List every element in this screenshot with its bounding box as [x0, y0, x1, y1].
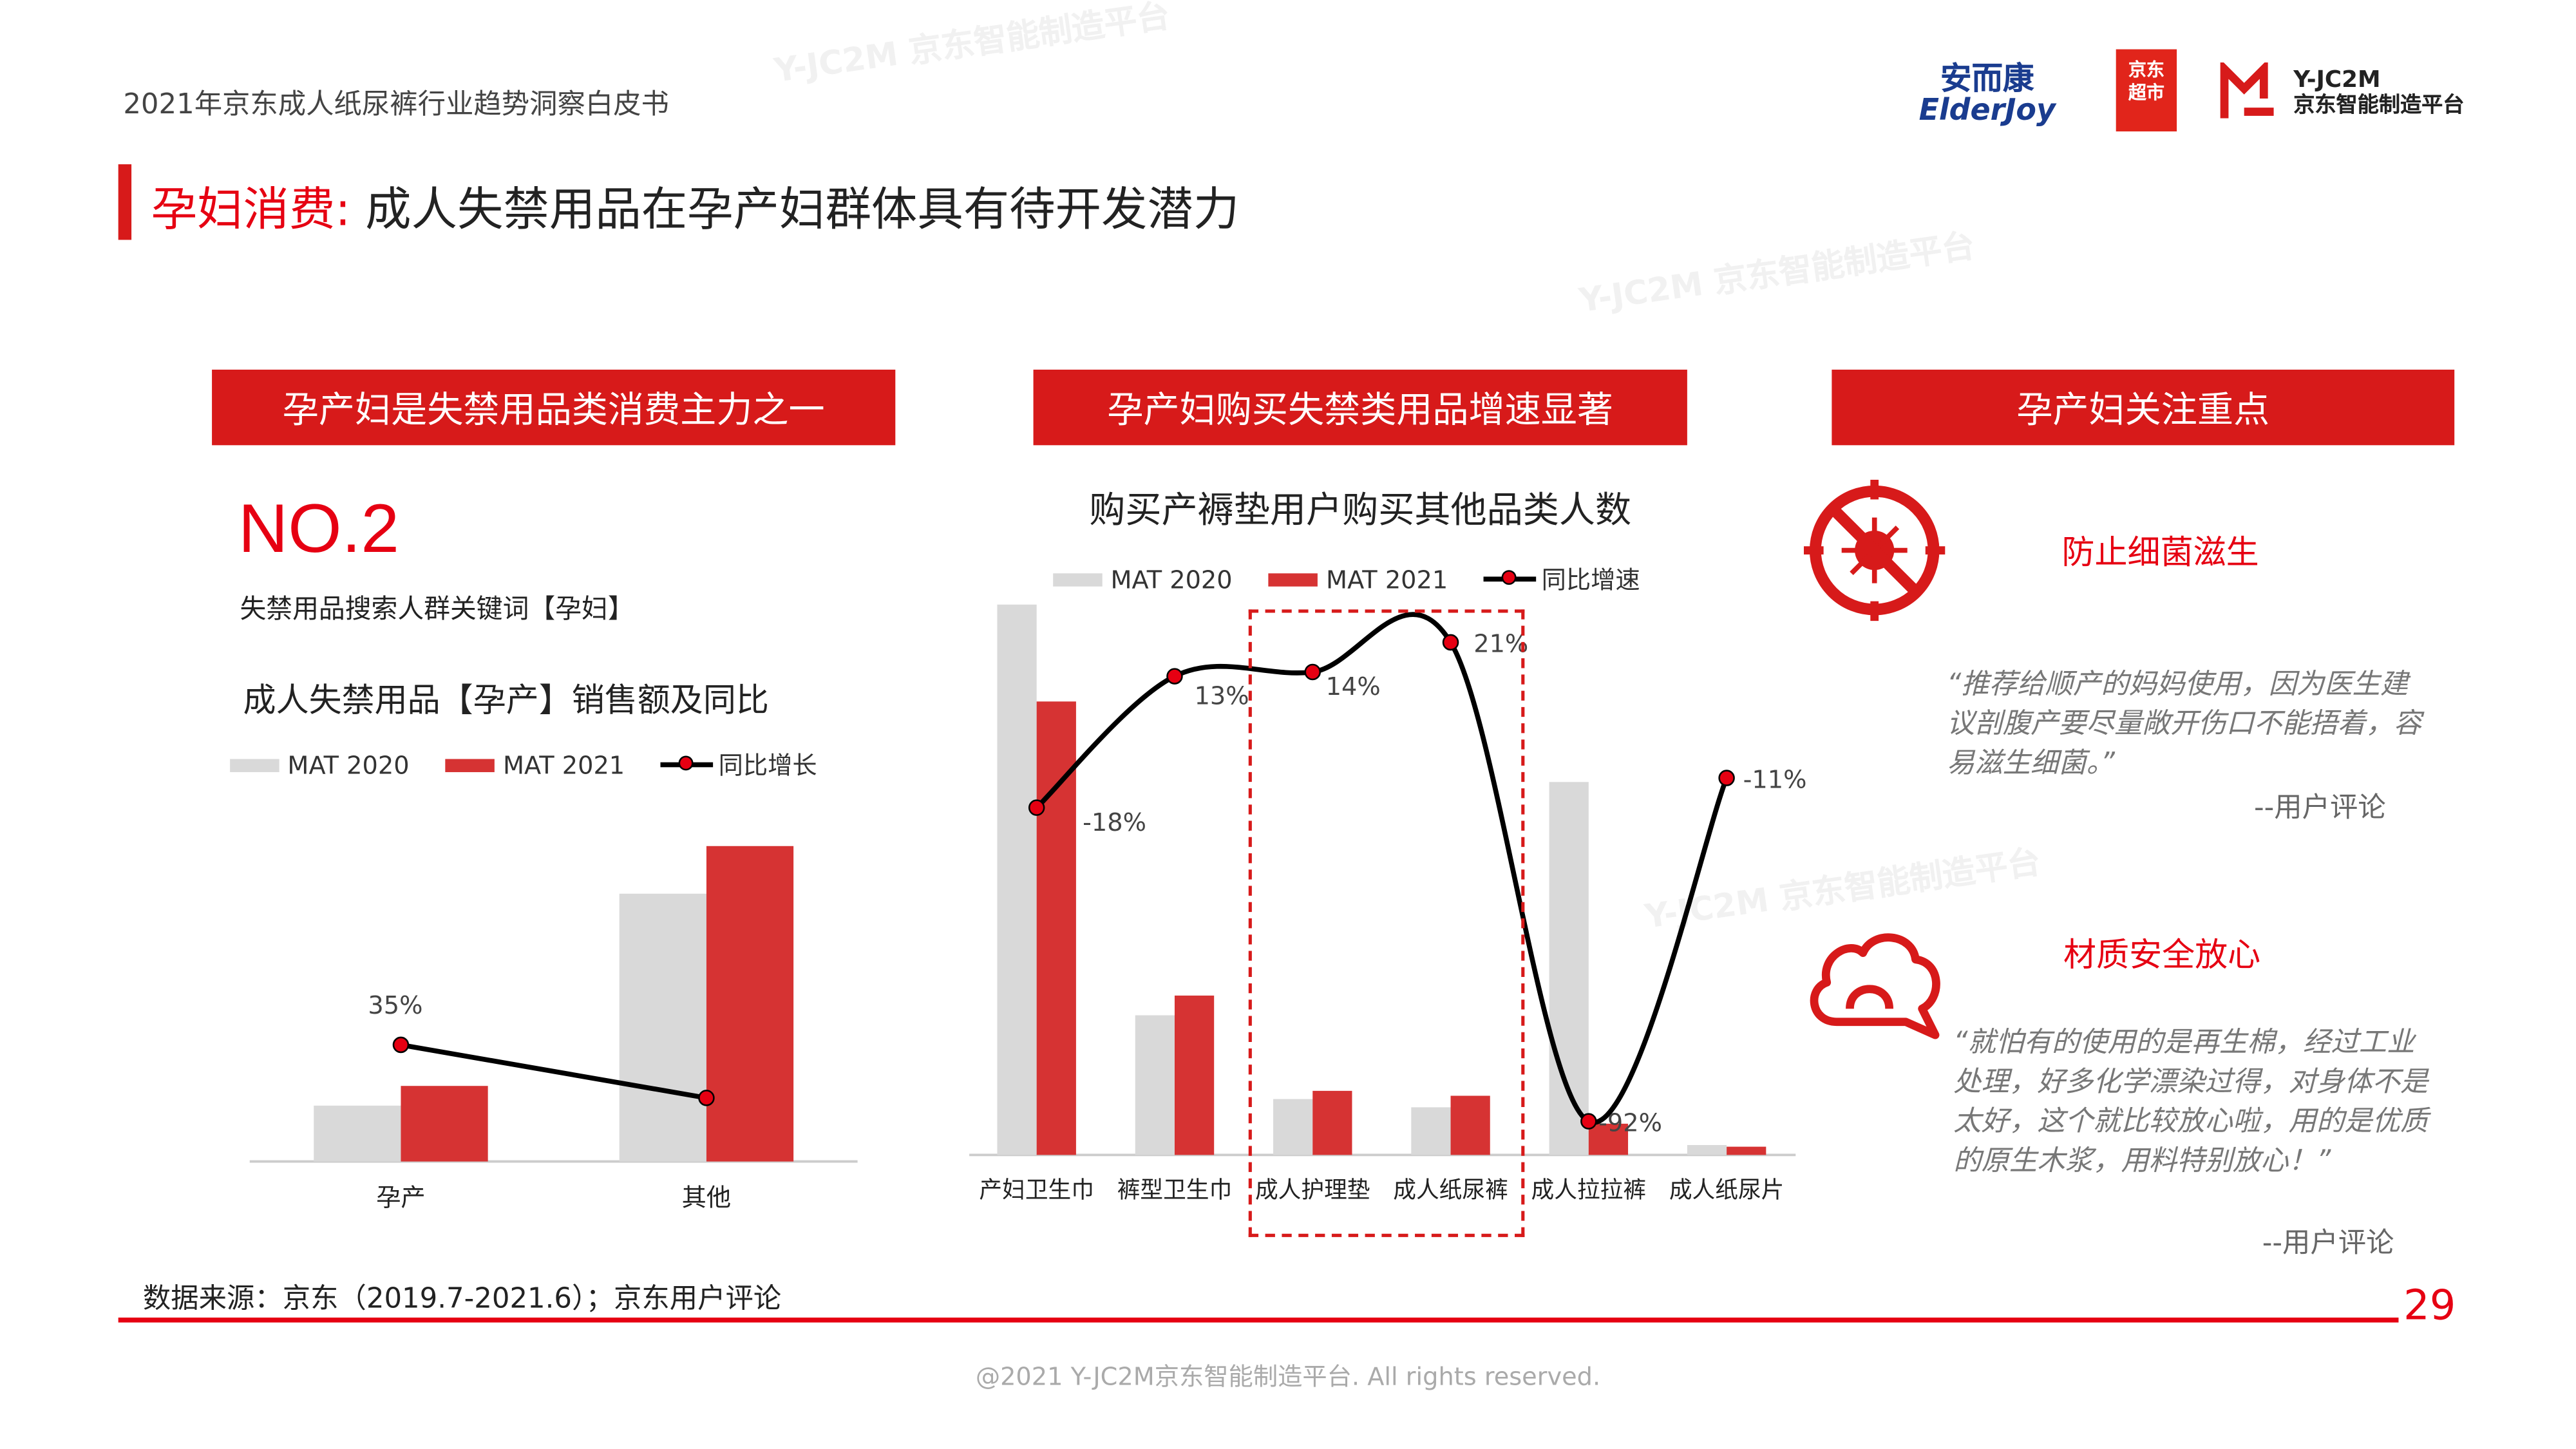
- user-quote: “推荐给顺产的妈妈使用，因为医生建议剖腹产要尽量敞开伤口不能捂着，容易滋生细菌。…: [1946, 668, 2422, 781]
- legend-label: MAT 2020: [287, 750, 410, 780]
- logo-text: 安而康: [1940, 61, 2034, 97]
- cloud-cotton-icon: [1810, 933, 1940, 1039]
- legend-label: 同比增长: [718, 750, 817, 781]
- legend-swatch: [1053, 573, 1103, 586]
- title-highlight: 孕妇消费:: [151, 182, 351, 237]
- legend-line-marker: [1484, 570, 1537, 585]
- bar-mat2020: [1135, 1015, 1175, 1155]
- focus-title: 防止细菌滋生: [2061, 532, 2259, 572]
- bar-mat2020: [1411, 1107, 1451, 1155]
- data-source: 数据来源：京东（2019.7-2021.6）；京东用户评论: [142, 1283, 782, 1316]
- legend-swatch: [230, 758, 279, 772]
- growth-label: 14%: [1326, 672, 1381, 701]
- logo-text: 超市: [2128, 82, 2164, 104]
- document-title: 2021年京东成人纸尿裤行业趋势洞察白皮书: [123, 88, 669, 122]
- title-text: 成人失禁用品在孕产妇群体具有待开发潜力: [350, 182, 1240, 237]
- logo-text: Y-JC2M: [2293, 67, 2381, 94]
- bar-mat2021: [1036, 701, 1076, 1155]
- jd-supermarket-logo: 京东 超市: [2116, 49, 2177, 132]
- growth-point: [392, 1036, 410, 1054]
- growth-point: [1442, 634, 1459, 651]
- growth-point: [1580, 1113, 1597, 1130]
- section-header-right: 孕产妇关注重点: [1832, 369, 2455, 446]
- bar-mat2020: [997, 604, 1037, 1155]
- category-label: 成人护理垫: [1255, 1177, 1370, 1204]
- elderjoy-logo: 安而康 ElderJoy: [1919, 62, 2056, 128]
- chart1-title: 成人失禁用品【孕产】销售额及同比: [243, 680, 769, 720]
- category-label: 成人纸尿片: [1669, 1177, 1785, 1204]
- logo-text: ElderJoy: [1918, 93, 2056, 128]
- growth-line: [400, 1042, 707, 1101]
- user-quote: “就怕有的使用的是再生棉，经过工业处理，好多化学漂染过得，对身体不是太好，这个就…: [1953, 1027, 2429, 1179]
- chart1-legend: MAT 2020 MAT 2021 同比增长: [230, 748, 853, 782]
- highlight-dashed-box: [1248, 609, 1525, 1237]
- chart2-legend: MAT 2020 MAT 2021 同比增速: [1053, 562, 1676, 596]
- legend-label: 同比增速: [1541, 565, 1640, 595]
- bar-mat2021: [1588, 1123, 1629, 1155]
- bar-mat2021: [1312, 1090, 1352, 1155]
- quote-source: --用户评论: [2262, 1227, 2394, 1260]
- legend-item: MAT 2021: [445, 750, 625, 780]
- page-number: 29: [2403, 1281, 2456, 1329]
- legend-item: MAT 2020: [230, 750, 410, 780]
- bar-mat2020: [1687, 1145, 1727, 1155]
- growth-label: 13%: [1195, 681, 1249, 710]
- legend-label: MAT 2021: [1326, 564, 1448, 594]
- focus-title: 材质安全放心: [2063, 934, 2261, 974]
- legend-item: MAT 2021: [1268, 564, 1448, 594]
- category-label: 成人纸尿裤: [1393, 1177, 1508, 1204]
- legend-label: MAT 2020: [1110, 564, 1233, 594]
- growth-point: [698, 1090, 715, 1106]
- quote-source: --用户评论: [2253, 791, 2386, 825]
- bar-mat2020: [314, 1105, 401, 1162]
- copyright: @2021 Y-JC2M京东智能制造平台. All rights reserve…: [975, 1361, 1601, 1392]
- growth-point: [1304, 663, 1321, 681]
- category-label: 产妇卫生巾: [979, 1177, 1094, 1204]
- legend-swatch: [1268, 573, 1318, 586]
- bar-mat2020: [1549, 782, 1589, 1155]
- growth-label: -18%: [1083, 808, 1146, 837]
- bar-mat2021: [1450, 1095, 1490, 1155]
- legend-item: MAT 2020: [1053, 564, 1233, 594]
- category-label: 其他: [682, 1183, 732, 1212]
- bar-mat2021: [1727, 1146, 1766, 1155]
- legend-item: 同比增长: [661, 748, 817, 782]
- growth-label: -92%: [1598, 1108, 1662, 1137]
- bar-mat2021: [1174, 995, 1215, 1155]
- bar-mat2020: [619, 893, 706, 1162]
- no-bacteria-icon: [1803, 479, 1946, 621]
- growth-point: [1718, 770, 1735, 786]
- footer-divider: [118, 1317, 2399, 1323]
- yjc2m-logo: Y-JC2M 京东智能制造平台: [2218, 62, 2465, 125]
- category-label: 裤型卫生巾: [1117, 1177, 1233, 1204]
- rank-caption: 失禁用品搜索人群关键词【孕妇】: [240, 592, 634, 625]
- logo-text: 京东智能制造平台: [2293, 93, 2465, 118]
- legend-swatch: [445, 758, 495, 772]
- growth-point: [1028, 799, 1045, 816]
- logo-text: 京东: [2128, 59, 2164, 80]
- bar-mat2021: [706, 846, 794, 1162]
- title-accent-bar: [118, 164, 132, 240]
- section-header-middle: 孕产妇购买失禁类用品增速显著: [1033, 369, 1687, 446]
- growth-label: 21%: [1473, 630, 1528, 659]
- rank-number: NO.2: [238, 489, 399, 567]
- growth-label: 35%: [368, 991, 422, 1020]
- growth-point: [1166, 668, 1183, 685]
- bar-mat2021: [401, 1086, 488, 1162]
- yjc2m-mark-icon: [2220, 62, 2274, 118]
- legend-item: 同比增速: [1484, 562, 1640, 596]
- chart2-title: 购买产褥垫用户购买其他品类人数: [1089, 491, 1632, 533]
- section-header-left: 孕产妇是失禁用品类消费主力之一: [212, 369, 896, 446]
- legend-line-marker: [661, 755, 714, 771]
- growth-label: -11%: [1743, 765, 1807, 794]
- legend-label: MAT 2021: [503, 750, 625, 780]
- category-label: 孕产: [376, 1183, 426, 1212]
- page-title: 孕妇消费: 成人失禁用品在孕产妇群体具有待开发潜力: [151, 174, 1240, 240]
- bar-mat2020: [1273, 1099, 1313, 1155]
- category-label: 成人拉拉裤: [1531, 1177, 1647, 1204]
